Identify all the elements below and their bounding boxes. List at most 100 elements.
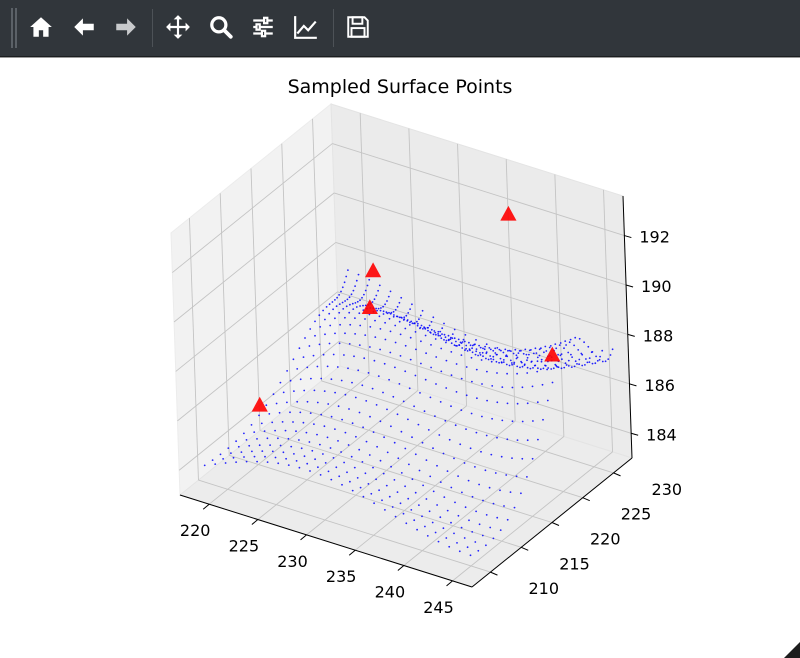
surface-point: [554, 363, 557, 366]
surface-point: [298, 439, 300, 441]
surface-point: [455, 344, 457, 347]
surface-point: [335, 466, 338, 469]
surface-point: [595, 355, 597, 358]
x-tick-label: 230: [277, 552, 308, 571]
surface-point: [336, 296, 338, 299]
surface-point: [336, 366, 339, 368]
surface-point: [421, 309, 424, 312]
grid-line-y: [290, 405, 583, 499]
surface-point: [347, 367, 349, 370]
surface-point: [565, 344, 567, 346]
surface-point: [480, 450, 482, 453]
z-tick-mark: [627, 333, 635, 337]
surface-point: [379, 309, 382, 312]
grid-line-y: [189, 218, 199, 481]
surface-point: [309, 328, 312, 330]
surface-point: [334, 299, 336, 301]
surface-point: [424, 378, 427, 381]
surface-point: [272, 393, 275, 396]
surface-point: [469, 554, 472, 557]
surface-point: [506, 518, 509, 521]
surface-point: [564, 362, 567, 365]
surface-point: [312, 354, 315, 357]
surface-point: [599, 355, 601, 358]
surface-point: [516, 356, 519, 359]
surface-point: [502, 351, 505, 354]
edit-axis-button[interactable]: [290, 12, 322, 46]
surface-point: [519, 366, 521, 369]
surface-point: [386, 408, 388, 411]
home-icon: [28, 14, 54, 44]
surface-point: [411, 478, 414, 481]
surface-point: [514, 348, 517, 351]
surface-point: [338, 475, 341, 478]
surface-point: [399, 333, 402, 336]
surface-point: [429, 331, 431, 333]
surface-point: [314, 320, 316, 323]
surface-point: [485, 352, 488, 355]
surface-point: [526, 366, 529, 369]
configure-subplots-button[interactable]: [247, 12, 279, 46]
surface-point: [298, 466, 301, 469]
surface-point: [450, 351, 453, 353]
z-tick-mark: [625, 284, 634, 288]
surface-point: [443, 339, 445, 341]
window-resize-grip[interactable]: [784, 642, 800, 658]
surface-point: [394, 515, 397, 518]
pan-button[interactable]: [162, 12, 194, 46]
surface-point: [438, 434, 441, 436]
surface-point: [405, 314, 408, 317]
surface-point: [373, 298, 376, 301]
surface-point: [394, 324, 397, 327]
surface-point: [393, 314, 395, 316]
z-tick-label: 186: [644, 376, 675, 395]
surface-point: [495, 353, 498, 356]
grid-line-y: [321, 380, 614, 474]
surface-point: [230, 452, 232, 454]
chart-canvas[interactable]: Sampled Surface Points 22022523023524024…: [0, 58, 800, 658]
surface-point: [439, 401, 442, 403]
save-button[interactable]: [342, 12, 374, 46]
surface-point: [402, 400, 405, 403]
surface-point: [265, 404, 268, 407]
surface-point: [451, 333, 454, 335]
surface-point: [271, 421, 274, 424]
y-tick-label: 210: [528, 579, 559, 598]
forward-button[interactable]: [110, 12, 142, 46]
surface-point: [324, 333, 326, 336]
zoom-button[interactable]: [205, 12, 237, 46]
surface-point: [420, 362, 422, 365]
surface-point: [581, 353, 584, 356]
surface-point: [506, 402, 509, 405]
toolbar-grip[interactable]: [11, 8, 13, 48]
surface-point: [601, 349, 604, 352]
z-tick-mark: [631, 432, 639, 436]
surface-point: [468, 341, 470, 344]
surface-point: [277, 462, 280, 465]
surface-point: [358, 448, 361, 451]
surface-point: [474, 343, 476, 346]
toolbar-grip[interactable]: [15, 8, 17, 48]
surface-point: [433, 330, 436, 332]
surface-point: [453, 328, 456, 331]
surface-point: [492, 349, 495, 352]
surface-point: [362, 426, 364, 429]
surface-point: [477, 354, 479, 357]
surface-point: [398, 383, 401, 385]
home-button[interactable]: [25, 12, 57, 46]
back-button[interactable]: [68, 12, 100, 46]
surface-point: [489, 526, 492, 529]
surface-point: [374, 336, 377, 338]
surface-point: [430, 344, 432, 346]
surface-point: [499, 529, 502, 531]
surface-point: [293, 453, 295, 455]
chart-title: Sampled Surface Points: [288, 76, 513, 98]
surface-point: [432, 447, 434, 450]
surface-point: [345, 275, 348, 278]
surface-point: [548, 346, 551, 349]
surface-point: [407, 312, 410, 314]
surface-point: [511, 386, 514, 389]
surface-point: [332, 353, 335, 356]
surface-point: [302, 356, 305, 358]
surface-point: [468, 519, 470, 522]
